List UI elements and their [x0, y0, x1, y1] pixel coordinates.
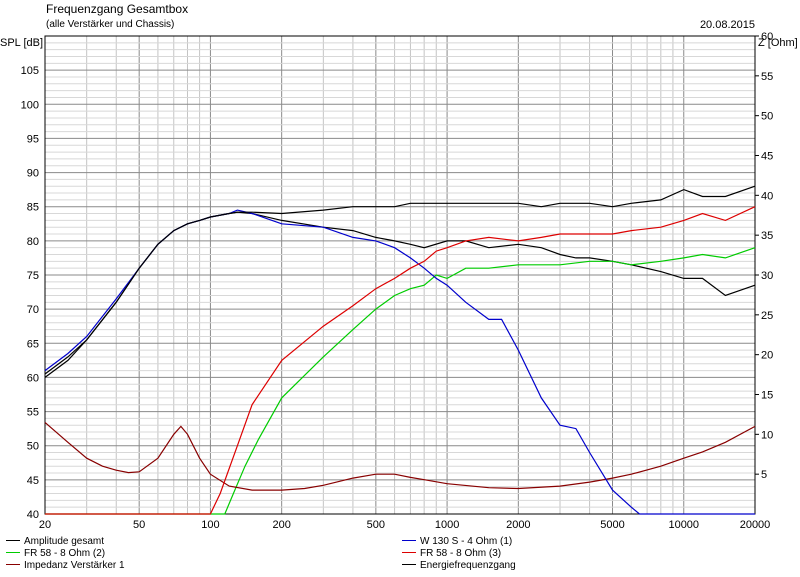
x-tick-label: 20000 [740, 519, 771, 531]
legend-label: Energiefrequenzgang [420, 560, 516, 571]
y-tick-label: 50 [27, 441, 39, 453]
y-tick-label: 100 [21, 99, 39, 111]
series-line-5 [44, 185, 756, 378]
y-tick-label: 95 [27, 133, 39, 145]
y-tick-label: 45 [27, 475, 39, 487]
chart-subtitle: (alle Verstärker und Chassis) [46, 19, 175, 30]
x-tick-label: 100 [201, 519, 219, 531]
y-tick-label: 90 [27, 168, 39, 180]
x-tick-label: 200 [272, 519, 290, 531]
series-line-4 [45, 206, 756, 515]
legend-item: Impedanz Verstärker 1 [6, 560, 125, 572]
y-tick-label: 75 [27, 270, 39, 282]
y-tick-label: 60 [27, 372, 39, 384]
y-axis-label-right: Z [Ohm] [758, 37, 798, 49]
x-tick-label: 5000 [600, 519, 624, 531]
chart-date: 20.08.2015 [699, 19, 755, 31]
y2-tick-label: 45 [761, 151, 773, 163]
x-tick-label: 20 [39, 519, 51, 531]
legend-label: W 130 S - 4 Ohm (1) [420, 536, 513, 547]
y2-tick-label: 60 [761, 31, 773, 43]
y-tick-label: 85 [27, 202, 39, 214]
chart-title: Frequenzgang Gesamtbox [46, 2, 189, 16]
y2-tick-label: 5 [761, 469, 767, 481]
y-tick-label: 80 [27, 236, 39, 248]
legend-item: W 130 S - 4 Ohm (1) [402, 536, 512, 548]
y2-tick-label: 10 [761, 429, 773, 441]
legend-swatch [402, 551, 416, 553]
y-tick-label: 40 [27, 509, 39, 521]
x-tick-label: 1000 [435, 519, 459, 531]
legend-swatch [6, 563, 20, 565]
series-line-3 [44, 209, 755, 515]
x-tick-label: 10000 [668, 519, 699, 531]
legend-swatch [402, 563, 416, 565]
y2-tick-label: 35 [761, 230, 773, 242]
y-tick-label: 55 [27, 407, 39, 419]
legend-label: Impedanz Verstärker 1 [24, 560, 125, 571]
legend-swatch [402, 539, 416, 541]
legend-swatch [6, 551, 20, 553]
legend-item: FR 58 - 8 Ohm (2) [6, 548, 105, 560]
y2-tick-label: 15 [761, 390, 773, 402]
y2-tick-label: 30 [761, 270, 773, 282]
y-tick-label: 70 [27, 304, 39, 316]
x-tick-label: 500 [367, 519, 385, 531]
y2-tick-label: 40 [761, 190, 773, 202]
series-line-1 [45, 247, 756, 515]
x-tick-label: 50 [133, 519, 145, 531]
legend-label: FR 58 - 8 Ohm (3) [420, 548, 502, 559]
x-tick-label: 2000 [506, 519, 530, 531]
y-tick-label: 65 [27, 338, 39, 350]
y2-tick-label: 20 [761, 350, 773, 362]
legend-item: FR 58 - 8 Ohm (3) [402, 548, 501, 560]
series-line-2 [44, 421, 756, 491]
legend-label: FR 58 - 8 Ohm (2) [24, 548, 106, 559]
y2-tick-label: 25 [761, 310, 773, 322]
y2-tick-label: 50 [761, 111, 773, 123]
legend-item: Energiefrequenzgang [402, 560, 516, 572]
legend-item: Amplitude gesamt [6, 536, 104, 548]
y-tick-label: 105 [21, 65, 39, 77]
y-axis-label-left: SPL [dB] [0, 37, 44, 49]
legend-swatch [6, 539, 20, 541]
legend-label: Amplitude gesamt [24, 536, 105, 547]
y2-tick-label: 55 [761, 71, 773, 83]
